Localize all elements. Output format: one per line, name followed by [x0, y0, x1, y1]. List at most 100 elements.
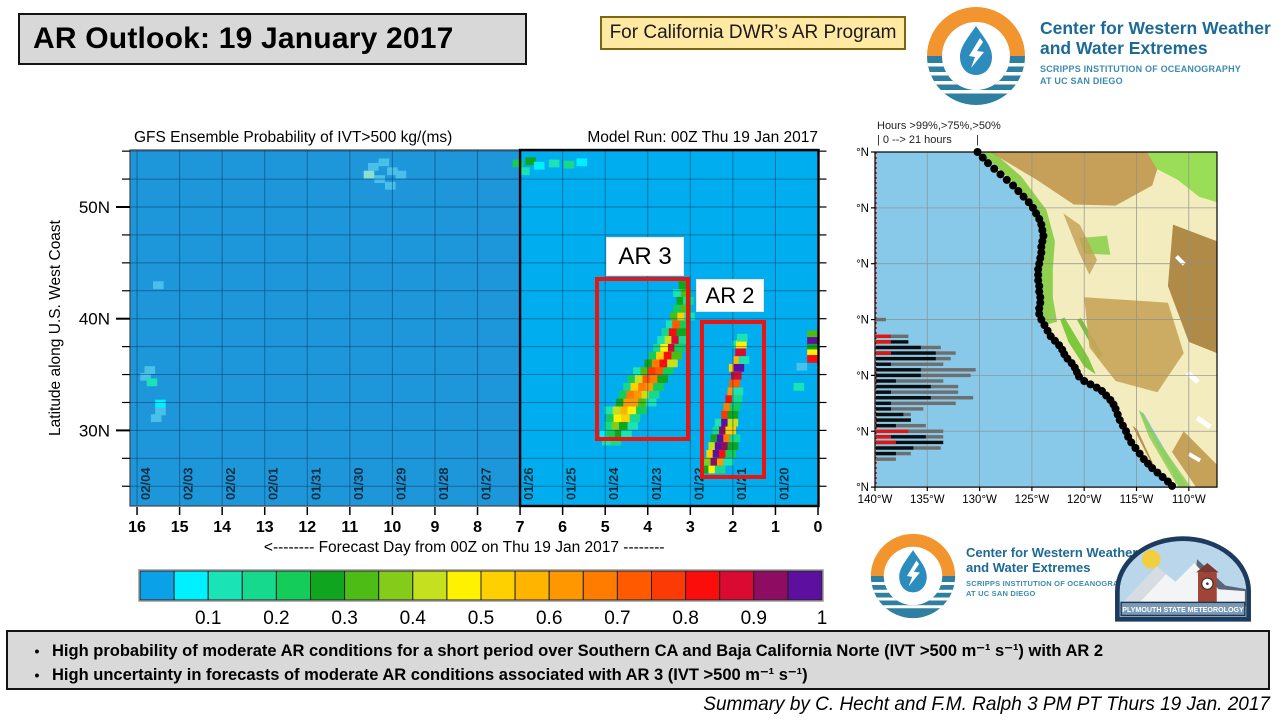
svg-text:01/25: 01/25	[564, 467, 579, 500]
svg-text:01/23: 01/23	[649, 467, 664, 500]
cw3e-wordmark: Center for Western Weather and Water Ext…	[1040, 18, 1280, 87]
bullet-glyph: •	[34, 667, 40, 683]
clock-center	[1206, 582, 1209, 585]
svg-text:8: 8	[473, 519, 482, 536]
svg-text:01/27: 01/27	[479, 467, 494, 500]
ar3-label: AR 3	[607, 238, 683, 275]
svg-text:11: 11	[341, 519, 358, 536]
cw3e-sub-line2: AT UC SAN DIEGO	[966, 588, 1036, 598]
svg-text:30N: 30N	[79, 421, 110, 440]
svg-text:9: 9	[431, 519, 440, 536]
bullet-2-text: High uncertainty in forecasts of moderat…	[52, 666, 808, 684]
svg-text:<-------- Forecast Day from 00: <-------- Forecast Day from 00Z on Thu 1…	[264, 539, 665, 556]
svg-text:0.6: 0.6	[536, 608, 562, 629]
bullet-glyph: •	[34, 643, 40, 659]
svg-text:1: 1	[817, 608, 828, 629]
coastal-points	[973, 148, 1177, 490]
svg-text:130°W: 130°W	[962, 494, 997, 506]
cw3e-sub-line2: AT UC SAN DIEGO	[1040, 75, 1123, 86]
cw3e-sub-line1: SCRIPPS INSTITUTION OF OCEANOGRAPHY	[1040, 64, 1242, 74]
lightning-bolt-icon	[906, 560, 920, 587]
svg-text:115°W: 115°W	[1120, 494, 1154, 506]
svg-text:120°W: 120°W	[1067, 494, 1102, 506]
logo-orange-half	[927, 7, 1025, 56]
svg-text:3: 3	[686, 519, 695, 536]
svg-text:0.7: 0.7	[604, 608, 630, 629]
svg-text:01/26: 01/26	[521, 467, 536, 500]
cw3e-name-line1: Center for Western Weather	[966, 545, 1138, 560]
svg-text:135°W: 135°W	[910, 494, 945, 506]
svg-text:01/24: 01/24	[606, 467, 621, 500]
map-header-scale-tick: |	[976, 134, 979, 146]
svg-text:0.9: 0.9	[741, 608, 767, 629]
svg-text:0.5: 0.5	[468, 608, 494, 629]
map-header-line2: | 0 --> 21 hours	[877, 134, 952, 146]
svg-text:7: 7	[516, 519, 525, 536]
svg-text:50°N: 50°N	[856, 203, 869, 215]
svg-text:01/29: 01/29	[393, 467, 408, 500]
svg-text:125°W: 125°W	[1015, 494, 1050, 506]
svg-text:2: 2	[728, 519, 737, 536]
west-coast-map: Hours >99%,>75%,>50% | 0 --> 21 hours |	[856, 120, 1218, 506]
program-badge: For California DWR’s AR Program	[600, 16, 906, 50]
svg-text:12: 12	[298, 519, 316, 536]
bullet-1: • High probability of moderate AR condit…	[22, 639, 1268, 663]
svg-text:55°N: 55°N	[856, 147, 869, 159]
cw3e-wordmark-small: Center for Western Weather and Water Ext…	[966, 545, 1156, 598]
bullet-2: • High uncertainty in forecasts of moder…	[22, 663, 1268, 687]
cw3e-sub-line1: SCRIPPS INSTITUTION OF OCEANOGRAPHY	[966, 579, 1135, 588]
banner-ribbon	[1120, 601, 1246, 617]
svg-text:01/30: 01/30	[351, 467, 366, 500]
map-header-line1: Hours >99%,>75%,>50%	[877, 120, 1001, 132]
svg-text:Model Run: 00Z Thu 19 Jan 2017: Model Run: 00Z Thu 19 Jan 2017	[587, 129, 818, 146]
svg-text:Latitude along U.S. West Coast: Latitude along U.S. West Coast	[47, 219, 64, 436]
cw3e-logo-small	[870, 533, 956, 619]
ar2-highlight-box	[700, 320, 766, 479]
heatmap-frame	[129, 148, 820, 508]
svg-text:0.2: 0.2	[263, 608, 289, 629]
svg-text:25°N: 25°N	[856, 482, 869, 494]
lightning-bolt-icon	[969, 38, 984, 68]
cw3e-name-line2: and Water Extremes	[966, 560, 1091, 575]
svg-text:1: 1	[771, 519, 780, 536]
svg-text:110°W: 110°W	[1172, 494, 1206, 506]
landfall-hours-bars	[876, 317, 976, 461]
svg-text:45°N: 45°N	[856, 259, 869, 271]
cw3e-name-line2: and Water Extremes	[1040, 38, 1208, 58]
svg-text:35°N: 35°N	[856, 370, 869, 382]
cw3e-name-line1: Center for Western Weather	[1040, 18, 1271, 38]
svg-text:30°N: 30°N	[856, 426, 869, 438]
svg-text:15: 15	[171, 519, 189, 536]
svg-text:40N: 40N	[79, 310, 110, 329]
svg-text:02/02: 02/02	[223, 467, 238, 500]
svg-text:0.3: 0.3	[331, 608, 357, 629]
page-title: AR Outlook: 19 January 2017	[18, 13, 527, 65]
svg-text:10: 10	[384, 519, 402, 536]
svg-text:02/04: 02/04	[138, 467, 153, 500]
svg-text:5: 5	[601, 519, 610, 536]
cw3e-logo	[927, 7, 1025, 105]
svg-text:6: 6	[558, 519, 567, 536]
svg-text:0.1: 0.1	[195, 608, 221, 629]
svg-text:0.4: 0.4	[400, 608, 427, 629]
sun-icon	[1141, 549, 1161, 569]
svg-text:02/03: 02/03	[181, 467, 196, 500]
svg-text:4: 4	[643, 519, 652, 536]
ivt-probability-heatmap: 02/04 02/03 02/02 02/01 01/31 01/30 01/29 01/28…	[47, 129, 828, 629]
plymouth-state-logo: PLYMOUTH STATE METEOROLOGY	[1115, 536, 1251, 622]
tower-roof	[1196, 563, 1219, 573]
ar2-label: AR 2	[697, 280, 763, 311]
svg-text:01/31: 01/31	[308, 467, 323, 500]
svg-text:01/20: 01/20	[776, 467, 791, 500]
mountain-shading	[1121, 566, 1167, 607]
svg-text:0.8: 0.8	[672, 608, 698, 629]
ar3-highlight-box	[595, 277, 690, 441]
svg-text:50N: 50N	[79, 198, 110, 217]
svg-text:01/28: 01/28	[436, 467, 451, 500]
svg-text:13: 13	[256, 519, 274, 536]
svg-text:GFS Ensemble Probability of IV: GFS Ensemble Probability of IVT>500 kg/(…	[134, 129, 452, 146]
svg-text:40°N: 40°N	[856, 315, 869, 327]
svg-text:0: 0	[814, 519, 823, 536]
heatmap-axes: 02/04 02/03 02/02 02/01 01/31 01/30 01/29 01/28…	[47, 129, 827, 556]
